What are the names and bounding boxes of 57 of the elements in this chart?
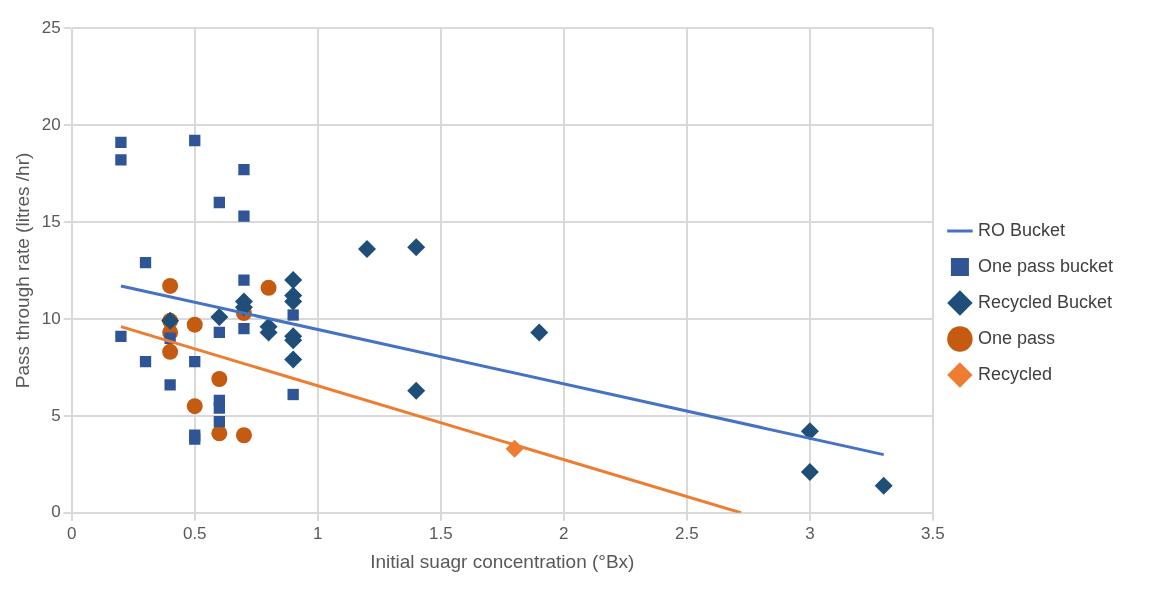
point xyxy=(213,416,225,428)
x-tick-label: 1 xyxy=(313,523,323,543)
x-tick-label: 2.5 xyxy=(675,523,699,543)
legend-label: RO Bucket xyxy=(977,219,1065,240)
point xyxy=(115,154,127,166)
point xyxy=(800,463,819,482)
point xyxy=(115,330,127,342)
point xyxy=(238,210,250,222)
point xyxy=(211,425,228,442)
y-tick-label: 25 xyxy=(41,17,61,37)
point xyxy=(235,427,252,444)
x-tick-label: 3.5 xyxy=(921,523,945,543)
point xyxy=(189,355,201,368)
point xyxy=(211,371,228,387)
point xyxy=(115,136,127,149)
legend-label: One pass bucket xyxy=(977,255,1114,276)
y-axis-title: Pass through rate (litres /hr) xyxy=(11,152,33,389)
point xyxy=(186,316,203,333)
point xyxy=(162,343,179,360)
point xyxy=(189,433,201,445)
x-tick-label: 3 xyxy=(805,523,815,543)
point xyxy=(213,326,225,339)
point xyxy=(238,274,250,286)
point xyxy=(186,398,203,415)
y-tick-label: 5 xyxy=(51,405,61,425)
point xyxy=(139,355,152,368)
point xyxy=(407,238,426,257)
point xyxy=(210,307,229,326)
point xyxy=(213,402,225,414)
legend-label: Recycled Bucket xyxy=(977,291,1112,312)
y-tick-label: 0 xyxy=(51,502,61,522)
point xyxy=(284,350,303,369)
point xyxy=(238,163,250,176)
point xyxy=(139,256,152,269)
y-tick-label: 10 xyxy=(41,308,61,328)
x-tick-label: 0 xyxy=(66,523,77,543)
point xyxy=(530,323,549,342)
x-axis-title: Initial suagr concentration (°Bx) xyxy=(370,550,635,572)
point xyxy=(213,196,225,209)
point xyxy=(284,271,303,290)
point xyxy=(238,322,250,335)
point xyxy=(189,134,201,147)
point xyxy=(287,388,299,401)
point xyxy=(164,379,176,391)
legend-label: One pass xyxy=(977,327,1055,348)
point xyxy=(407,381,426,400)
point xyxy=(260,279,277,296)
x-tick-label: 2 xyxy=(559,523,569,543)
y-tick-label: 15 xyxy=(41,211,61,231)
point xyxy=(287,309,299,321)
point xyxy=(357,240,376,259)
x-tick-label: 0.5 xyxy=(182,523,207,543)
x-tick-label: 1.5 xyxy=(428,523,453,543)
legend-label: Recycled xyxy=(977,363,1052,384)
y-tick-label: 20 xyxy=(41,114,61,134)
point xyxy=(874,476,893,495)
point xyxy=(162,277,179,294)
